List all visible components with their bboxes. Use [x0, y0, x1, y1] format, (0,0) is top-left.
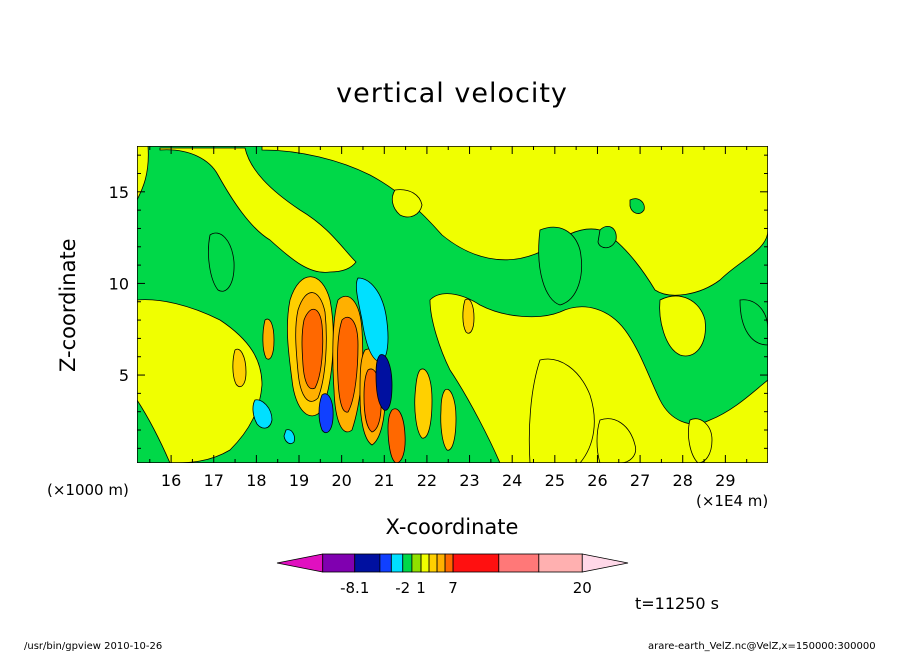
colorbar-swatch: [411, 553, 422, 573]
contour-fill-downdraft: [252, 277, 393, 444]
colorbar-swatch: [322, 553, 356, 573]
colorbar: -8.1 -2 1 7 20: [276, 553, 629, 597]
x-tick-label: 16: [161, 471, 181, 490]
x-tick-label: 26: [587, 471, 607, 490]
x-tick-label: 29: [715, 471, 735, 490]
colorbar-label: -8.1: [340, 579, 369, 597]
y-tick-label: 10: [109, 274, 129, 293]
x-tick-label: 27: [630, 471, 650, 490]
contour-fill-streaks: [232, 298, 475, 451]
footer-left: /usr/bin/gpview 2010-10-26: [24, 641, 163, 652]
colorbar-label: 1: [416, 579, 426, 597]
y-tick-label: 15: [109, 183, 129, 202]
x-unit-right: (×1E4 m): [696, 492, 769, 510]
x-tick-label: 17: [204, 471, 224, 490]
colorbar-label: 20: [573, 579, 592, 597]
x-tick-label: 28: [673, 471, 693, 490]
colorbar-swatch: [420, 553, 430, 573]
x-tick-label: 22: [417, 471, 437, 490]
colorbar-swatch: [581, 553, 629, 573]
chart-title: vertical velocity: [336, 78, 568, 109]
contour-fill-yellow: [137, 146, 768, 463]
contour-fill-updraft-core: [287, 276, 406, 463]
x-tick-label: 20: [331, 471, 351, 490]
colorbar-swatch: [436, 553, 446, 573]
colorbar-swatch: [444, 553, 454, 573]
contour-plot: [137, 146, 768, 463]
colorbar-swatch: [390, 553, 404, 573]
footer-right: arare-earth_VelZ.nc@VelZ,x=150000:300000: [648, 641, 876, 652]
colorbar-swatch: [498, 553, 540, 573]
x-tick-label: 19: [289, 471, 309, 490]
colorbar-label: 7: [448, 579, 458, 597]
x-tick-label: 24: [502, 471, 522, 490]
x-tick-label: 18: [246, 471, 266, 490]
colorbar-swatch: [402, 553, 413, 573]
colorbar-swatch: [538, 553, 583, 573]
x-tick-label: 25: [545, 471, 565, 490]
x-tick-label: 23: [459, 471, 479, 490]
colorbar-swatch: [276, 553, 324, 573]
colorbar-label: -2: [395, 579, 410, 597]
contour-fill-green-islands: [208, 198, 768, 346]
time-annotation: t=11250 s: [635, 594, 719, 613]
colorbar-swatch: [379, 553, 392, 573]
x-tick-label: 21: [374, 471, 394, 490]
y-axis-label: Z-coordinate: [56, 238, 80, 372]
axes: 16 17 18 19 20 21 22 23 24 25 26 27 28 29 5 10 15: [109, 146, 768, 490]
colorbar-swatch: [354, 553, 381, 573]
colorbar-swatch: [452, 553, 500, 573]
colorbar-swatch: [428, 553, 438, 573]
y-tick-label: 5: [119, 366, 129, 385]
x-axis-label: X-coordinate: [385, 515, 519, 539]
x-unit-left: (×1000 m): [47, 481, 129, 499]
